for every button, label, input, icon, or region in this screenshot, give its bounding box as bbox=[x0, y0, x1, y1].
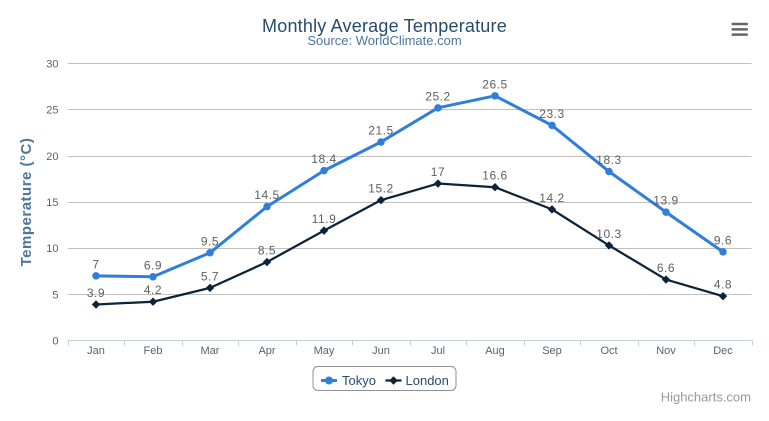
svg-text:14.5: 14.5 bbox=[254, 188, 280, 202]
svg-text:9.5: 9.5 bbox=[201, 234, 219, 248]
svg-text:0: 0 bbox=[52, 336, 58, 348]
svg-text:Feb: Feb bbox=[144, 345, 163, 357]
svg-text:25: 25 bbox=[46, 105, 58, 117]
svg-text:London: London bbox=[406, 373, 449, 388]
svg-text:9.6: 9.6 bbox=[714, 233, 732, 247]
svg-text:4.8: 4.8 bbox=[714, 278, 732, 292]
svg-text:Monthly Average Temperature: Monthly Average Temperature bbox=[262, 16, 507, 36]
svg-text:15.2: 15.2 bbox=[368, 182, 394, 196]
svg-text:17: 17 bbox=[431, 165, 445, 179]
svg-text:11.9: 11.9 bbox=[312, 212, 337, 226]
svg-text:20: 20 bbox=[46, 151, 58, 163]
svg-text:Temperature (°C): Temperature (°C) bbox=[18, 138, 35, 267]
svg-text:Aug: Aug bbox=[485, 345, 505, 357]
svg-text:Highcharts.com: Highcharts.com bbox=[661, 390, 751, 405]
svg-text:Mar: Mar bbox=[201, 345, 220, 357]
svg-text:30: 30 bbox=[46, 59, 58, 71]
svg-text:18.3: 18.3 bbox=[596, 153, 622, 167]
svg-text:13.9: 13.9 bbox=[653, 194, 679, 208]
svg-text:Jun: Jun bbox=[372, 345, 390, 357]
svg-text:15: 15 bbox=[46, 197, 58, 209]
svg-text:4.2: 4.2 bbox=[144, 283, 162, 297]
svg-text:6.6: 6.6 bbox=[657, 261, 675, 275]
svg-text:Tokyo: Tokyo bbox=[342, 373, 376, 388]
svg-text:21.5: 21.5 bbox=[368, 123, 394, 137]
svg-text:16.6: 16.6 bbox=[482, 169, 508, 183]
svg-text:10: 10 bbox=[46, 243, 58, 255]
svg-text:8.5: 8.5 bbox=[258, 244, 276, 258]
svg-text:18.4: 18.4 bbox=[311, 152, 337, 166]
svg-text:3.9: 3.9 bbox=[87, 286, 105, 300]
svg-text:6.9: 6.9 bbox=[144, 258, 162, 272]
svg-text:25.2: 25.2 bbox=[425, 89, 451, 103]
svg-text:5: 5 bbox=[52, 289, 58, 301]
svg-text:10.3: 10.3 bbox=[596, 227, 622, 241]
svg-text:23.3: 23.3 bbox=[539, 107, 565, 121]
svg-text:May: May bbox=[314, 345, 335, 357]
svg-text:Apr: Apr bbox=[258, 345, 275, 357]
svg-text:Source: WorldClimate.com: Source: WorldClimate.com bbox=[307, 33, 461, 48]
svg-text:Jul: Jul bbox=[431, 345, 445, 357]
svg-text:Jan: Jan bbox=[87, 345, 105, 357]
svg-text:5.7: 5.7 bbox=[201, 269, 219, 283]
svg-text:7: 7 bbox=[92, 257, 99, 271]
svg-text:26.5: 26.5 bbox=[482, 77, 508, 91]
svg-text:Oct: Oct bbox=[600, 345, 617, 357]
svg-text:Sep: Sep bbox=[542, 345, 562, 357]
svg-text:Dec: Dec bbox=[713, 345, 733, 357]
svg-text:14.2: 14.2 bbox=[539, 191, 565, 205]
svg-text:Nov: Nov bbox=[656, 345, 676, 357]
